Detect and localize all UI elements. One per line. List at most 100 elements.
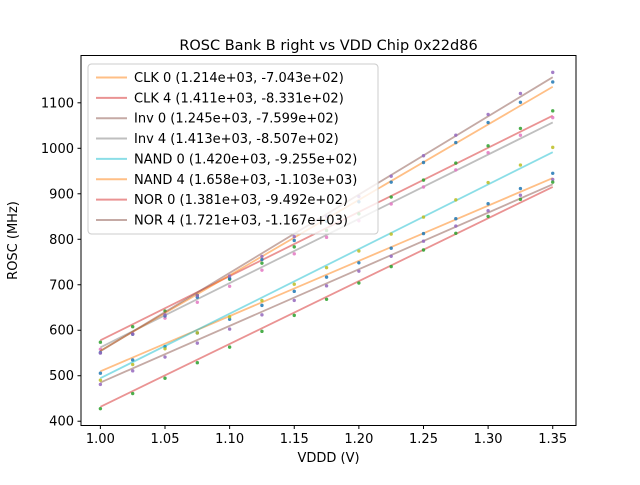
data-point: [389, 195, 393, 199]
y-tick-label: 400: [49, 415, 74, 430]
data-point: [292, 252, 296, 256]
data-point: [551, 171, 555, 175]
legend-entry-inv-4: Inv 4 (1.413e+03, -8.507e+02): [96, 132, 339, 147]
y-axis-ticks: 400 500 600 700 800 900 1000 1100: [41, 96, 81, 430]
data-point: [486, 150, 490, 155]
x-tick-label: 1.25: [409, 432, 438, 447]
data-point: [518, 197, 523, 202]
data-point: [163, 347, 167, 351]
data-point: [518, 126, 523, 131]
x-tick-label: 1.20: [344, 432, 373, 447]
data-point: [389, 254, 393, 258]
data-point: [98, 351, 103, 355]
data-point: [195, 341, 200, 345]
legend-label: CLK 0 (1.214e+03, -7.043e+02): [134, 71, 344, 86]
data-point: [163, 313, 167, 317]
legend-label: CLK 4 (1.411e+03, -8.331e+02): [134, 91, 344, 106]
data-point: [130, 332, 135, 336]
legend-label: Inv 4 (1.413e+03, -8.507e+02): [134, 132, 339, 147]
data-point: [518, 91, 523, 96]
data-point: [389, 246, 393, 250]
data-point: [292, 298, 296, 303]
data-point: [518, 193, 523, 197]
series-fit-line: [99, 151, 554, 380]
legend-label: NOR 4 (1.721e+03, -1.167e+03): [134, 213, 348, 228]
data-point: [195, 361, 200, 365]
series-fit-line: [99, 121, 554, 349]
data-point: [551, 115, 555, 120]
data-point: [486, 202, 490, 206]
y-tick-label: 1100: [41, 96, 74, 111]
data-point: [130, 391, 135, 396]
data-point: [486, 180, 490, 185]
x-tick-label: 1.00: [86, 432, 115, 447]
series-fit-line: [100, 183, 554, 384]
plot-area-border: [80, 55, 577, 426]
x-tick-label: 1.15: [280, 432, 309, 447]
data-point: [389, 180, 393, 184]
data-point: [421, 239, 426, 243]
data-point: [130, 362, 135, 367]
x-tick-label: 1.35: [538, 432, 567, 447]
data-point: [454, 161, 458, 165]
data-point: [518, 133, 523, 137]
data-point: [454, 133, 458, 137]
y-tick-label: 500: [49, 369, 74, 384]
data-point: [486, 214, 490, 219]
data-point: [357, 261, 361, 265]
data-point: [324, 265, 329, 270]
legend-entry-nor-0: NOR 0 (1.381e+03, -9.492e+02): [96, 193, 348, 208]
data-point: [292, 238, 296, 243]
data-point: [421, 215, 426, 219]
legend-label: NOR 0 (1.381e+03, -9.492e+02): [134, 193, 348, 208]
data-point: [421, 248, 426, 252]
data-point: [454, 198, 458, 202]
legend-box: [87, 63, 379, 235]
series-fit-line: [99, 186, 554, 408]
data-point: [421, 185, 426, 189]
data-point: [518, 186, 523, 191]
y-tick-label: 1000: [41, 142, 74, 157]
data-point: [260, 313, 264, 317]
legend-entry-nor-4: NOR 4 (1.721e+03, -1.167e+03): [96, 213, 348, 228]
data-point: [357, 249, 361, 253]
data-point: [130, 324, 135, 329]
x-axis-ticks: 1.00 1.05 1.10 1.15 1.20 1.25 1.30 1.35: [86, 425, 567, 447]
data-point: [195, 331, 200, 335]
data-point: [260, 298, 264, 303]
legend: CLK 0 (1.214e+03, -7.043e+02) CLK 4 (1.41…: [87, 63, 379, 235]
data-point: [421, 231, 426, 236]
data-point: [551, 109, 555, 113]
data-point: [486, 120, 490, 125]
data-point: [260, 261, 264, 265]
data-point: [421, 178, 426, 182]
legend-label: NAND 0 (1.420e+03, -9.255e+02): [134, 152, 357, 167]
legend-entry-nand-4: NAND 4 (1.658e+03, -1.103e+03): [96, 173, 357, 188]
x-axis-label: VDDD (V): [297, 451, 359, 466]
data-point: [130, 369, 135, 373]
data-point: [551, 70, 555, 75]
data-point: [260, 254, 264, 259]
data-point: [195, 293, 200, 298]
data-point: [260, 303, 264, 308]
data-point: [163, 355, 167, 359]
data-point: [227, 317, 232, 321]
data-point: [260, 329, 264, 334]
legend-entry-clk-0: CLK 0 (1.214e+03, -7.043e+02): [96, 71, 344, 86]
x-tick-label: 1.05: [151, 432, 180, 447]
data-point: [98, 382, 103, 387]
data-point: [227, 315, 232, 319]
data-point: [454, 231, 458, 235]
data-point: [389, 232, 393, 236]
data-point: [389, 174, 393, 178]
data-point: [98, 406, 103, 411]
data-point: [551, 80, 555, 84]
y-tick-label: 700: [49, 278, 74, 293]
data-point: [98, 378, 103, 382]
data-point: [227, 327, 232, 331]
data-point: [421, 160, 426, 165]
legend-entry-nand-0: NAND 0 (1.420e+03, -9.255e+02): [96, 152, 357, 167]
y-tick-label: 600: [49, 324, 74, 339]
data-point: [292, 289, 296, 294]
